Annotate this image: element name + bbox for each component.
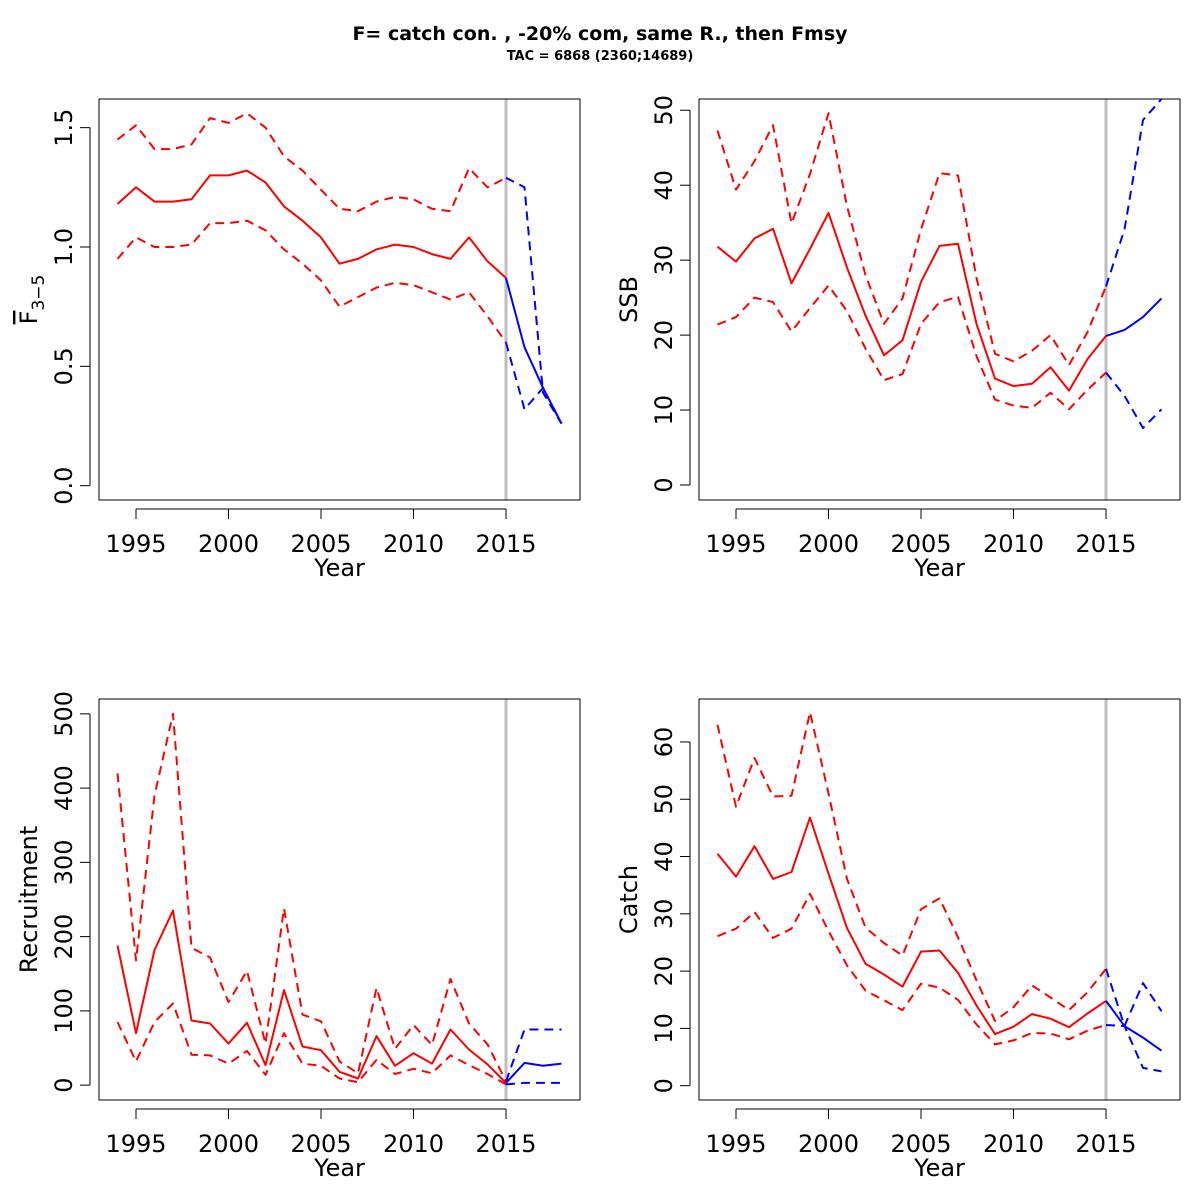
y-axis-label: Recruitment: [15, 826, 43, 973]
forecast-median-line: [1105, 1000, 1163, 1052]
figure-subtitle: TAC = 6868 (2360;14689): [507, 49, 694, 64]
y-tick-label: 500: [50, 691, 78, 737]
y-tick-label: 40: [650, 170, 678, 201]
y-tick-label: 0: [50, 1078, 78, 1093]
historic-ci-line: [116, 712, 507, 1082]
x-tick-label: 2000: [198, 530, 259, 558]
x-tick-label: 2015: [1075, 1130, 1136, 1158]
x-axis-label: Year: [913, 1154, 965, 1182]
y-axis-label-main: F: [15, 311, 43, 325]
forecast-ci-line: [505, 176, 563, 425]
forecast-ci-line: [505, 1028, 562, 1082]
y-axis-label-main: Recruitment: [15, 826, 43, 973]
y-tick-label: 50: [650, 784, 678, 815]
plot-frame: [698, 698, 1181, 1101]
y-axis-label-subscript: 3−5: [29, 275, 49, 311]
forecast-ci-line: [505, 1081, 562, 1086]
plot-frame: [98, 98, 581, 501]
x-tick-label: 2010: [383, 1130, 444, 1158]
x-tick-label: 2015: [1075, 530, 1136, 558]
forecast-ci-line: [1105, 371, 1163, 429]
x-axis-label: Year: [913, 554, 965, 582]
y-tick-label: 400: [50, 765, 78, 811]
x-tick-label: 2010: [383, 530, 444, 558]
y-tick-label: 40: [650, 841, 678, 872]
y-tick-label: 200: [50, 914, 78, 960]
x-tick-label: 2015: [475, 1130, 536, 1158]
panel-recruitment: 1995 2000 2005 2010 2015 0 100 200 300 400 500 Year…: [15, 691, 581, 1182]
y-tick-label: 30: [650, 899, 678, 930]
y-tick-label: 1.5: [50, 109, 78, 147]
figure-title: F= catch con. , -20% com, same R., then …: [352, 23, 848, 45]
y-tick-label: 50: [650, 95, 678, 126]
y-tick-label: 10: [650, 1013, 678, 1044]
x-tick-label: 2000: [798, 530, 859, 558]
x-tick-label: 2005: [890, 1130, 951, 1158]
historic-median-line: [716, 211, 1107, 392]
y-tick-label: 300: [50, 839, 78, 885]
plot-frame: [698, 98, 1181, 501]
y-tick-label: 0: [650, 477, 678, 492]
historic-ci-line: [116, 1002, 507, 1086]
x-tick-label: 2010: [983, 530, 1044, 558]
forecast-median-line: [1105, 297, 1163, 337]
forecast-ci-line: [505, 342, 563, 425]
y-tick-label: 20: [650, 956, 678, 987]
y-axis-label-main: SSB: [615, 276, 643, 323]
x-tick-label: 2010: [983, 1130, 1044, 1158]
panel-ssb: 1995 2000 2005 2010 2015 0 10 20 30 40 50 Year SSB: [615, 95, 1181, 582]
panels: 1995 2000 2005 2010 20150.00.51.01.5YearF3−5…: [15, 95, 1181, 1182]
y-axis-label: SSB: [615, 276, 643, 323]
x-tick-label: 2005: [290, 530, 351, 558]
historic-median-line: [716, 816, 1107, 1036]
x-tick-label: 1995: [705, 530, 766, 558]
y-tick-label: 1.0: [50, 228, 78, 266]
y-tick-label: 0.0: [50, 467, 78, 505]
historic-median-line: [116, 909, 507, 1084]
x-tick-label: 2015: [475, 530, 536, 558]
y-tick-label: 30: [650, 245, 678, 276]
x-tick-label: 2005: [890, 530, 951, 558]
y-axis-label-main: Catch: [615, 865, 643, 934]
x-axis-label: Year: [313, 1154, 365, 1182]
x-tick-label: 1995: [105, 1130, 166, 1158]
historic-ci-line: [717, 892, 1107, 1046]
x-tick-label: 2000: [198, 1130, 259, 1158]
historic-median-line: [116, 169, 507, 279]
y-axis-label: Catch: [615, 865, 643, 934]
panel-catch: 1995 2000 2005 2010 2015 0 10 20 30 40 50 60 Year Cat…: [615, 698, 1181, 1182]
y-tick-label: 0.5: [50, 347, 78, 385]
y-tick-label: 100: [50, 988, 78, 1034]
forecast-ci-line: [1105, 968, 1163, 1028]
historic-ci-line: [116, 112, 507, 213]
forecast-median-line: [505, 277, 563, 425]
x-tick-label: 1995: [705, 1130, 766, 1158]
y-tick-label: 60: [650, 727, 678, 758]
x-axis-label: Year: [313, 554, 365, 582]
historic-ci-line: [716, 112, 1107, 367]
historic-ci-line: [716, 711, 1107, 1022]
historic-ci-line: [116, 219, 507, 344]
x-tick-label: 2005: [290, 1130, 351, 1158]
historic-ci-line: [717, 284, 1107, 411]
y-tick-label: 20: [650, 320, 678, 351]
plot-frame: [98, 698, 581, 1101]
x-tick-label: 2000: [798, 1130, 859, 1158]
forecast-ci-line: [1105, 98, 1163, 287]
panel-fbar: 1995 2000 2005 2010 2015 0.0 0.5 1.0 1.5 Year F3−5: [15, 98, 581, 582]
x-tick-label: 1995: [105, 530, 166, 558]
y-tick-label: 0: [650, 1078, 678, 1093]
y-axis-label: F3−5: [15, 275, 49, 325]
forecast-median-line: [505, 1061, 562, 1084]
y-tick-label: 10: [650, 395, 678, 426]
